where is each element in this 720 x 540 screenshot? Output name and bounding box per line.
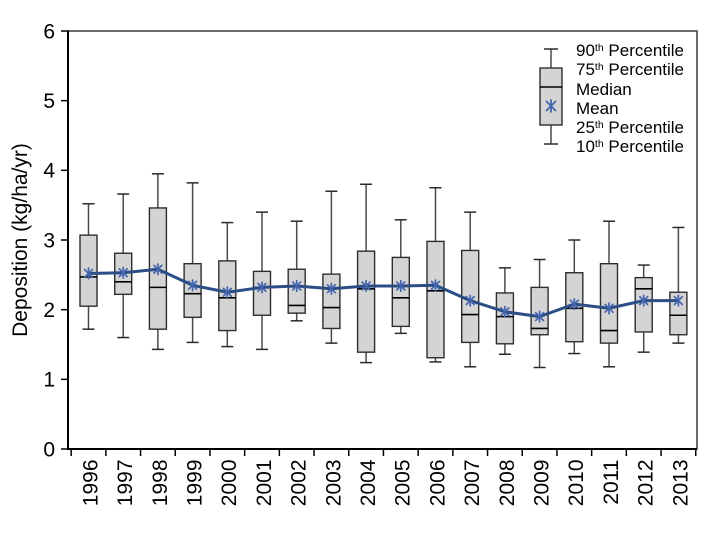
sample-mean-marker (545, 99, 557, 113)
mean-marker (187, 279, 198, 292)
y-tick-label: 5 (43, 90, 55, 113)
mean-marker (326, 282, 337, 295)
mean-marker (569, 297, 580, 311)
mean-marker (361, 279, 371, 293)
y-tick-label: 6 (43, 20, 55, 43)
mean-marker (257, 281, 267, 294)
box-group-2012 (634, 264, 653, 353)
mean-marker (291, 279, 302, 293)
box-group-1998 (148, 173, 168, 351)
box-group-1999 (183, 182, 202, 344)
mean-marker (118, 266, 128, 279)
mean-marker (534, 310, 545, 323)
box-group-2011 (599, 220, 619, 368)
y-axis: 0 1 2 3 4 5 6 (43, 20, 69, 461)
box-group-2004 (356, 183, 376, 364)
legend-label-text: Percentile (603, 60, 685, 80)
box-group-2007 (461, 211, 480, 368)
mean-marker (638, 294, 649, 307)
mean-marker (222, 286, 233, 299)
legend-label-superscript: th (594, 60, 604, 73)
iqr-box (669, 291, 688, 336)
mean-marker (396, 279, 406, 293)
legend-label-text: 10 (576, 137, 595, 157)
x-tick-label: 2006 (426, 460, 449, 507)
legend-label-text: 75 (576, 60, 595, 80)
x-tick-label: 2002 (288, 460, 311, 507)
box-group-2000 (218, 221, 237, 348)
x-tick-label: 2000 (218, 460, 241, 507)
x-tick-label: 2011 (600, 460, 623, 505)
x-tick-label: 1997 (114, 460, 137, 507)
box-group-2001 (252, 211, 272, 351)
mean-marker (83, 267, 94, 280)
sample-iqr-box (539, 67, 563, 126)
legend-label-text: 90 (576, 41, 595, 60)
legend-item-75th-percentile: 75th Percentile (576, 60, 684, 79)
y-tick-label: 3 (43, 229, 55, 252)
iqr-box (426, 240, 445, 359)
x-tick-label: 2007 (461, 460, 484, 507)
box-group-2006 (426, 187, 445, 363)
iqr-box (495, 292, 515, 345)
mean-marker (153, 263, 163, 276)
box-group-2008 (495, 267, 515, 356)
y-tick-label: 1 (43, 369, 55, 392)
box-group-1996 (79, 203, 98, 330)
mean-marker (430, 279, 441, 292)
legend-label-superscript: th (594, 118, 604, 131)
x-tick-label: 2012 (635, 460, 658, 507)
legend-item-25th-percentile: 25th Percentile (576, 118, 684, 137)
mean-markers (83, 263, 684, 323)
legend-sample-boxplot (539, 48, 563, 145)
x-tick-label: 2010 (565, 460, 588, 507)
legend-label-text: Median (576, 79, 632, 99)
x-axis: 1996 1997 1998 1999 2000 2001 2002 2003 2004 2005… (70, 449, 697, 507)
y-tick-label: 2 (43, 299, 55, 322)
x-tick-label: 2009 (530, 460, 553, 507)
legend-labels: 90th Percentile 75th Percentile Median Mean… (576, 41, 684, 157)
mean-marker (604, 302, 614, 315)
legend-label-superscript: th (594, 41, 604, 54)
legend-label-text: Mean (576, 98, 619, 118)
mean-line (88, 267, 679, 319)
x-tick-label: 1996 (79, 460, 102, 507)
legend-label-superscript: th (594, 137, 604, 150)
legend-item-10th-percentile: 10th Percentile (576, 137, 684, 156)
legend-label-text: Percentile (603, 41, 685, 60)
legend-label-text: Percentile (603, 137, 685, 157)
legend-item-mean: Mean (576, 99, 684, 118)
y-tick-label: 0 (43, 438, 55, 461)
box-group-2003 (322, 190, 341, 344)
legend-label-text: 25 (576, 118, 595, 138)
x-tick-label: 2001 (253, 460, 276, 507)
y-tick-label: 4 (43, 160, 55, 183)
box-group-1997 (113, 193, 133, 339)
x-tick-label: 1999 (183, 460, 206, 507)
box-group-2010 (565, 239, 584, 355)
x-tick-label: 1998 (149, 460, 172, 507)
x-tick-label: 2005 (392, 460, 415, 507)
box-group-2002 (287, 220, 306, 322)
mean-marker (500, 305, 510, 318)
iqr-box (356, 250, 376, 353)
box-group-2005 (391, 219, 410, 335)
x-tick-label: 2003 (322, 460, 345, 507)
x-tick-label: 2008 (496, 460, 519, 507)
mean-marker (673, 294, 684, 307)
iqr-box (322, 273, 341, 330)
legend-label-text: Percentile (603, 118, 685, 138)
x-tick-label: 2013 (669, 460, 692, 507)
legend-item-median: Median (576, 80, 684, 99)
box-group-2013 (669, 226, 688, 344)
x-tick-label: 2004 (357, 459, 380, 506)
mean-marker (465, 294, 475, 307)
legend-item-90th-percentile: 90th Percentile (576, 41, 684, 60)
